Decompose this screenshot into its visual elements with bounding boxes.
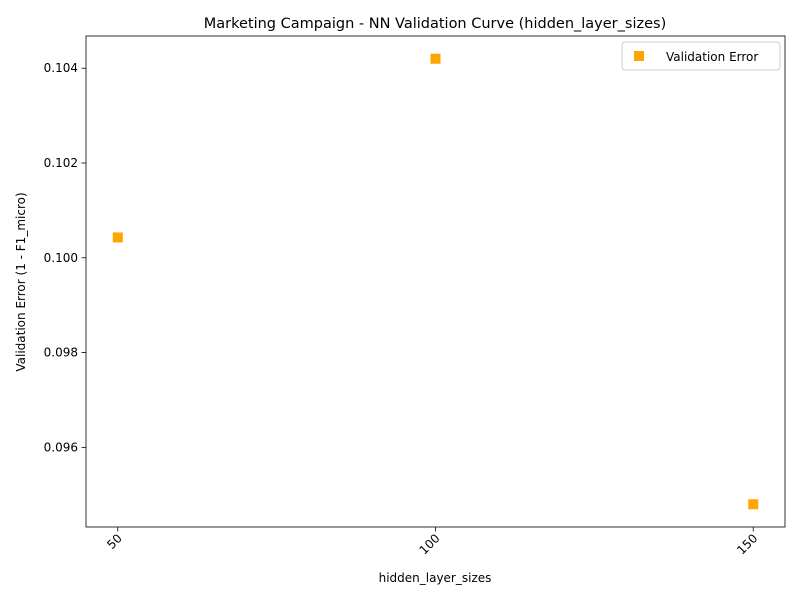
- chart-title: Marketing Campaign - NN Validation Curve…: [204, 16, 666, 32]
- x-tick-label: 50: [104, 531, 125, 552]
- y-tick-label: 0.098: [44, 346, 78, 360]
- x-axis: 50 100 150: [104, 527, 760, 557]
- y-tick-label: 0.102: [44, 156, 78, 170]
- y-tick-label: 0.096: [44, 440, 78, 454]
- y-axis-label: Validation Error (1 - F1_micro): [14, 192, 28, 371]
- legend-marker: [634, 51, 644, 61]
- x-axis-label: hidden_layer_sizes: [379, 571, 492, 585]
- y-tick-label: 0.104: [44, 61, 78, 75]
- y-axis: 0.096 0.098 0.100 0.102 0.104: [44, 61, 86, 454]
- legend-label: Validation Error: [666, 50, 758, 64]
- x-tick-label: 100: [417, 531, 443, 557]
- legend-box: [621, 41, 781, 71]
- data-point: [748, 499, 759, 510]
- data-point: [112, 232, 123, 243]
- data-point: [430, 53, 441, 64]
- x-tick-label: 150: [734, 531, 760, 557]
- legend: Validation Error: [621, 41, 781, 71]
- plot-frame: [85, 35, 786, 528]
- plot-area: [85, 35, 786, 528]
- y-tick-label: 0.100: [44, 251, 78, 265]
